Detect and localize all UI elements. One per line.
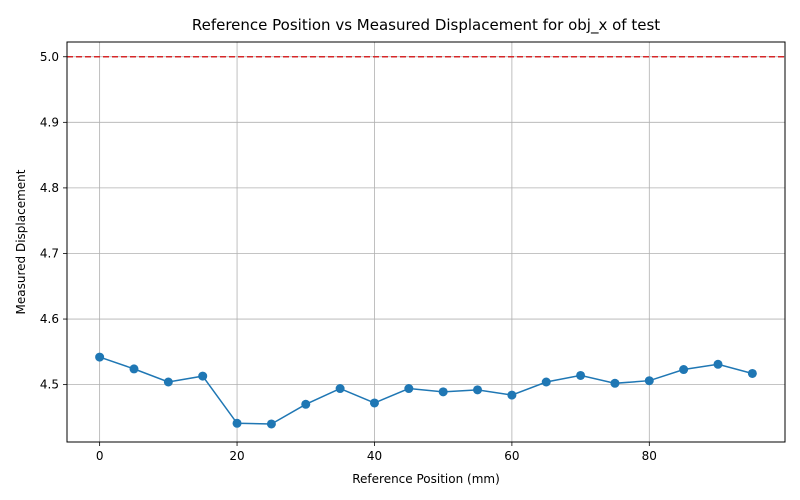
chart-title: Reference Position vs Measured Displacem…	[192, 16, 660, 35]
y-tick-label: 4.8	[40, 181, 59, 195]
ticks: 0 20 40 60 80 4.5 4.6 4.7 4.8 4.9 5.0	[40, 50, 657, 463]
data-point	[369, 398, 379, 408]
y-tick-label: 4.5	[40, 378, 59, 392]
data-point	[129, 364, 139, 374]
data-point	[576, 370, 586, 380]
y-axis-label: Measured Displacement	[14, 169, 28, 314]
x-tick-label: 0	[96, 449, 104, 463]
data-point	[679, 365, 689, 375]
data-point	[644, 376, 654, 386]
y-tick-label: 4.9	[40, 115, 59, 129]
data-point	[163, 377, 173, 387]
data-point	[95, 352, 105, 362]
y-tick-label: 5.0	[40, 50, 59, 64]
x-tick-label: 40	[367, 449, 382, 463]
data-point	[438, 387, 448, 397]
data-point	[713, 359, 723, 369]
data-point	[473, 385, 483, 395]
data-point	[335, 384, 345, 394]
plot-frame	[66, 41, 786, 443]
x-tick-label: 60	[504, 449, 519, 463]
data-point	[404, 384, 414, 394]
y-tick-label: 4.6	[40, 312, 59, 326]
data-point	[301, 399, 311, 409]
data-point	[610, 378, 620, 388]
x-axis-label: Reference Position (mm)	[352, 472, 500, 486]
series-line	[99, 356, 753, 425]
y-tick-label: 4.7	[40, 246, 59, 260]
grid	[67, 42, 785, 442]
x-tick-label: 80	[642, 449, 657, 463]
series-layer	[95, 352, 757, 429]
data-point	[747, 368, 757, 378]
data-point	[541, 377, 551, 387]
x-tick-label: 20	[229, 449, 244, 463]
data-point	[266, 419, 276, 429]
data-point	[232, 418, 242, 428]
data-point	[507, 390, 517, 400]
data-point	[198, 371, 208, 381]
